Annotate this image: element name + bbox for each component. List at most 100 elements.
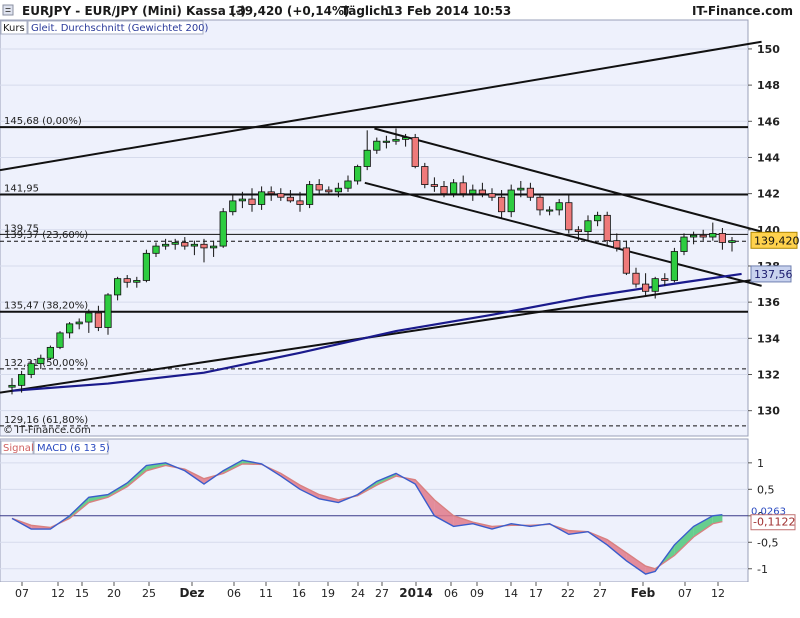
candle-body <box>142 252 150 281</box>
candle-down <box>421 162 429 189</box>
candle-up <box>142 249 150 283</box>
candle-down <box>478 182 487 198</box>
candle-body <box>46 346 55 359</box>
candle-body <box>728 240 736 243</box>
candle-body <box>17 374 26 386</box>
candle-down <box>622 240 631 276</box>
candle-body <box>584 220 592 233</box>
candle-down <box>632 267 640 288</box>
macd-fill <box>693 515 713 537</box>
candle-body <box>161 243 170 247</box>
candle-body <box>651 278 659 292</box>
candle-up <box>546 206 554 216</box>
macd-fill <box>674 526 694 556</box>
candle-up <box>171 238 179 250</box>
candle-up <box>690 231 698 245</box>
x-tick-label: 07 <box>15 587 29 600</box>
candle-up <box>209 240 218 257</box>
candle-body <box>449 182 458 195</box>
candle-down <box>526 182 535 201</box>
candle-body <box>469 189 477 195</box>
candle-up <box>594 211 602 227</box>
trendline <box>374 127 762 233</box>
x-tick-label: 06 <box>227 587 241 600</box>
candle-down <box>315 179 323 194</box>
x-tick-label: 24 <box>351 587 365 600</box>
candle-down <box>411 133 419 169</box>
copyright-text: © IT-Finance.com <box>3 425 91 436</box>
candle-body <box>555 202 563 211</box>
candle-up <box>728 237 736 252</box>
candle-down <box>574 226 583 241</box>
menu-icon[interactable] <box>2 4 14 16</box>
x-tick-label: 27 <box>375 587 389 600</box>
candle-body <box>373 140 381 151</box>
candle-body <box>334 187 343 193</box>
macd-tick-label: 1 <box>757 457 764 470</box>
candle-up <box>152 242 160 257</box>
candle-body <box>613 240 621 249</box>
candle-body <box>440 185 448 195</box>
x-tick-label: 17 <box>529 587 543 600</box>
candle-up <box>334 182 343 198</box>
trendline <box>364 181 762 287</box>
candle-body <box>152 245 160 254</box>
candle-up <box>85 309 93 333</box>
trendline <box>0 40 762 172</box>
candle-body <box>277 193 285 198</box>
candle-up <box>219 208 227 248</box>
candle-down <box>296 191 304 212</box>
macd-fill <box>300 485 320 499</box>
candle-body <box>104 294 112 328</box>
candle-body <box>488 193 496 198</box>
candle-body <box>325 189 333 193</box>
candle-down <box>277 188 285 201</box>
macd-badges: 0,0263-0,1122 <box>750 507 796 531</box>
x-tick-label: Dez <box>179 586 204 600</box>
price-tick-label: 136 <box>757 296 780 309</box>
instrument-title: EURJPY - EUR/JPY (Mini) Kassa (-) <box>22 4 246 18</box>
legend-signal: Signal <box>3 443 34 454</box>
candle-down <box>488 188 496 201</box>
candle-up <box>344 175 352 192</box>
candle-body <box>219 211 227 247</box>
legend-ma: Gleit. Durchschnitt (Gewichtet 200) <box>31 23 209 34</box>
fib-level-label: 132,31 (50,00%) <box>4 358 88 369</box>
candle-body <box>382 140 391 143</box>
candle-body <box>459 182 467 195</box>
candle-body <box>133 280 141 283</box>
candle-up <box>507 184 515 218</box>
price-tick-label: 144 <box>757 151 780 164</box>
candle-up <box>46 345 55 361</box>
candle-body <box>690 234 698 238</box>
candle-body <box>430 184 439 187</box>
x-tick-label: 19 <box>321 587 335 600</box>
x-tick-label: 07 <box>678 587 692 600</box>
candle-up <box>517 180 525 198</box>
candle-down <box>200 238 208 263</box>
candle-up <box>257 186 266 210</box>
x-tick-label: 14 <box>504 587 518 600</box>
candle-body <box>190 243 198 247</box>
price-tick-label: 150 <box>757 43 780 56</box>
candle-body <box>411 137 419 167</box>
candle-body <box>526 187 535 198</box>
candle-body <box>181 242 189 247</box>
x-tick-label: 11 <box>259 587 273 600</box>
candle-body <box>699 234 707 238</box>
candle-down <box>603 211 611 247</box>
candle-down <box>699 229 707 241</box>
candle-up <box>66 322 74 339</box>
fib-level-label: 141,95 <box>4 184 39 195</box>
candle-body <box>85 312 93 323</box>
candle-body <box>37 357 45 365</box>
candle-down <box>325 186 333 196</box>
candle-up <box>401 133 410 147</box>
candle-body <box>27 363 35 375</box>
candle-up <box>161 238 170 250</box>
candle-up <box>305 180 314 209</box>
candle-down <box>459 175 467 198</box>
candle-down <box>267 186 275 201</box>
candle-up <box>555 199 563 216</box>
